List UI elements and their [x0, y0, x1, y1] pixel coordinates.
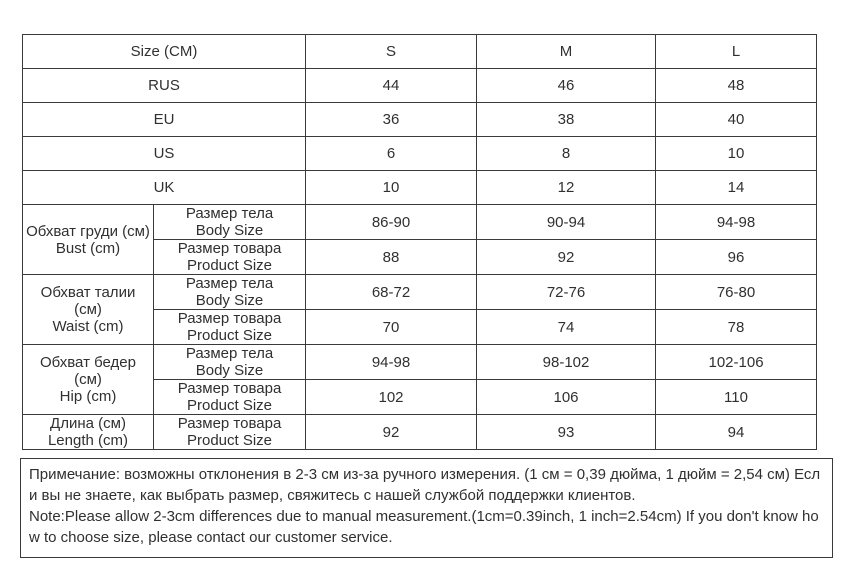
table-row-hip-product: Размер товара Product Size 102 106 110: [23, 379, 818, 415]
rus-s: 44: [305, 68, 478, 103]
subtype-en: Product Size: [186, 327, 273, 344]
table-row-rus: RUS 44 46 48: [21, 68, 818, 103]
table-row-hip-body: Обхват бедер (см) Hip (cm) Размер тела B…: [22, 344, 818, 415]
subtype-product-size: Размер товара Product Size: [152, 309, 307, 345]
measure-label-en: Length (cm): [47, 432, 129, 449]
size-chart-table: Size (CM) S M L RUS 44 46 48 EU 36 38 40…: [21, 34, 818, 450]
hip-body-m: 98-102: [476, 344, 657, 380]
subtype-ru: Размер тела: [185, 345, 274, 363]
table-row-waist-body: Обхват талии (см) Waist (cm) Размер тела…: [22, 274, 818, 345]
us-label: US: [21, 136, 307, 171]
us-l: 10: [655, 136, 818, 171]
bust-body-l: 94-98: [655, 204, 818, 240]
size-col-s: S: [305, 34, 478, 69]
uk-label: UK: [21, 170, 307, 205]
measure-label-bust: Обхват груди (см) Bust (cm): [22, 204, 154, 275]
subtype-en: Product Size: [186, 257, 273, 274]
table-row-bust-body: Обхват груди (см) Bust (cm) Размер тела …: [22, 204, 818, 275]
eu-l: 40: [655, 102, 818, 137]
hip-body-l: 102-106: [655, 344, 818, 380]
waist-product-s: 70: [305, 309, 478, 345]
eu-s: 36: [305, 102, 478, 137]
subtype-en: Product Size: [186, 397, 273, 414]
note-box: Примечание: возможны отклонения в 2-3 см…: [20, 458, 833, 558]
subtype-ru: Размер товара: [177, 415, 282, 433]
measure-label-ru: Обхват талии (см): [40, 284, 136, 318]
length-product-l: 94: [655, 414, 818, 450]
subtype-product-size: Размер товара Product Size: [152, 239, 307, 275]
subtype-body-size: Размер тела Body Size: [152, 344, 307, 380]
table-row-uk: UK 10 12 14: [21, 170, 818, 205]
waist-body-m: 72-76: [476, 274, 657, 310]
length-product-s: 92: [305, 414, 478, 450]
size-col-l: L: [655, 34, 818, 69]
table-row-waist-product: Размер товара Product Size 70 74 78: [23, 309, 818, 345]
note-text-ru: Примечание: возможны отклонения в 2-3 см…: [29, 466, 821, 504]
subtype-body-size: Размер тела Body Size: [152, 204, 307, 240]
waist-product-m: 74: [476, 309, 657, 345]
subtype-product-size: Размер товара Product Size: [152, 414, 307, 450]
header-row: Size (CM) S M L: [21, 34, 818, 69]
rus-m: 46: [476, 68, 657, 103]
size-header-label: Size (CM): [21, 34, 307, 69]
length-product-m: 93: [476, 414, 657, 450]
us-m: 8: [476, 136, 657, 171]
measure-label-en: Waist (cm): [52, 318, 124, 335]
subtype-en: Body Size: [195, 362, 264, 379]
uk-l: 14: [655, 170, 818, 205]
subtype-ru: Размер тела: [185, 205, 274, 223]
measure-label-en: Bust (cm): [55, 239, 121, 257]
hip-product-m: 106: [476, 379, 657, 415]
measure-label-length: Длина (см) Length (cm): [22, 414, 154, 450]
measure-label-ru: Обхват бедер (см): [40, 354, 136, 388]
subtype-en: Product Size: [186, 432, 273, 449]
measure-label-en: Hip (cm): [59, 388, 117, 405]
bust-product-s: 88: [305, 239, 478, 275]
bust-product-m: 92: [476, 239, 657, 275]
measure-label-waist: Обхват талии (см) Waist (cm): [22, 274, 154, 345]
subtype-ru: Размер тела: [185, 275, 274, 293]
eu-m: 38: [476, 102, 657, 137]
subtype-ru: Размер товара: [177, 240, 282, 258]
subtype-ru: Размер товара: [177, 310, 282, 328]
uk-s: 10: [305, 170, 478, 205]
waist-product-l: 78: [655, 309, 818, 345]
us-s: 6: [305, 136, 478, 171]
hip-body-s: 94-98: [305, 344, 478, 380]
waist-body-l: 76-80: [655, 274, 818, 310]
bust-body-s: 86-90: [305, 204, 478, 240]
measure-label-hip: Обхват бедер (см) Hip (cm): [22, 344, 154, 415]
bust-product-l: 96: [655, 239, 818, 275]
rus-l: 48: [655, 68, 818, 103]
uk-m: 12: [476, 170, 657, 205]
waist-body-s: 68-72: [305, 274, 478, 310]
subtype-en: Body Size: [195, 292, 264, 309]
eu-label: EU: [21, 102, 307, 137]
subtype-en: Body Size: [195, 222, 264, 239]
table-row-us: US 6 8 10: [21, 136, 818, 171]
size-col-m: M: [476, 34, 657, 69]
measure-label-ru: Обхват груди (см): [26, 222, 150, 240]
bust-body-m: 90-94: [476, 204, 657, 240]
subtype-product-size: Размер товара Product Size: [152, 379, 307, 415]
table-row-bust-product: Размер товара Product Size 88 92 96: [23, 239, 818, 275]
rus-label: RUS: [21, 68, 307, 103]
subtype-ru: Размер товара: [177, 380, 282, 398]
measure-label-ru: Длина (см): [50, 415, 126, 433]
hip-product-s: 102: [305, 379, 478, 415]
table-row-eu: EU 36 38 40: [21, 102, 818, 137]
subtype-body-size: Размер тела Body Size: [152, 274, 307, 310]
hip-product-l: 110: [655, 379, 818, 415]
table-row-length-product: Длина (см) Length (cm) Размер товара Pro…: [22, 414, 818, 450]
note-text-en: Note:Please allow 2-3cm differences due …: [29, 508, 819, 546]
